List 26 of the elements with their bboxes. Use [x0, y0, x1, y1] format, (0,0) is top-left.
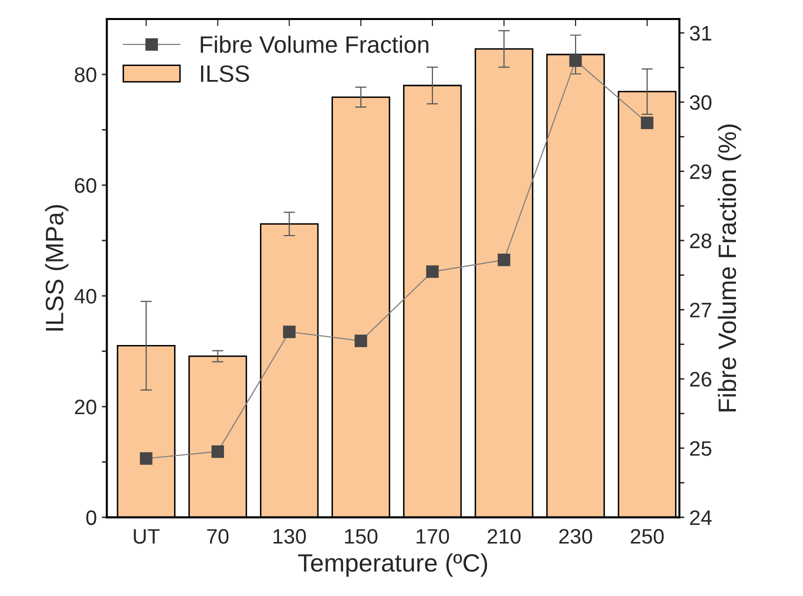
x-axis-title: Temperature (ºC): [298, 553, 488, 577]
y2-tick-label: 28: [690, 234, 712, 248]
x-tick-label: 210: [488, 528, 521, 544]
y-tick-label: 20: [74, 400, 96, 414]
x-tick-label: 130: [274, 528, 306, 544]
y2-tick-label: 24: [690, 510, 712, 525]
y2-tick-label: 27: [690, 302, 712, 318]
y-tick-label: 80: [74, 67, 96, 82]
y2-tick-label: 25: [690, 441, 712, 456]
y-tick-label: 0: [86, 510, 96, 526]
y2-tick-label: 31: [690, 26, 712, 41]
y-tick-label: 60: [74, 178, 96, 193]
legend-label: Fibre Volume Fraction: [200, 36, 428, 53]
y2-tick-label: 29: [690, 164, 712, 180]
x-tick-label: 170: [416, 528, 449, 544]
x-tick-label: UT: [134, 529, 160, 544]
y2-tick-label: 30: [690, 95, 712, 110]
x-tick-label: 70: [207, 528, 228, 544]
x-tick-label: 250: [630, 528, 664, 544]
x-tick-label: 150: [345, 528, 378, 544]
y2-axis-title: Fibre Volume Fraction (%): [718, 124, 742, 412]
legend-label: ILSS: [201, 65, 249, 82]
y-axis-title: ILSS (MPa): [45, 205, 68, 330]
y-tick-label: 40: [74, 288, 96, 304]
y2-tick-label: 26: [690, 372, 712, 387]
x-tick-label: 230: [559, 528, 592, 544]
